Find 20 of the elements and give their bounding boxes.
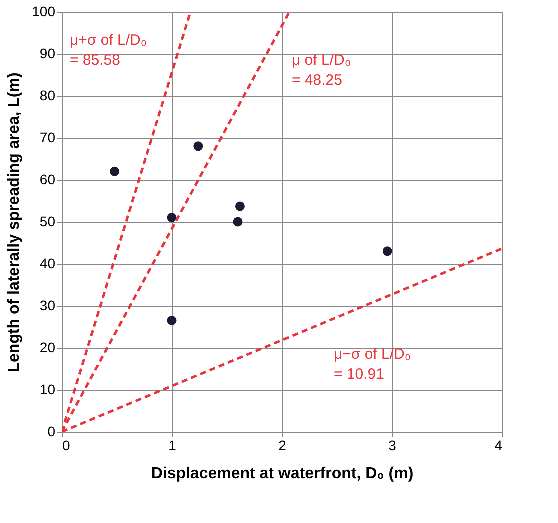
y-tick-label: 60 [40, 172, 56, 188]
y-axis-title: Length of laterally spreading area, L(m) [6, 72, 24, 372]
y-tick-label: 10 [40, 382, 56, 398]
x-tick-label: 4 [494, 438, 503, 454]
x-axis-title: Displacement at waterfront, D₀ (m) [151, 466, 414, 482]
x-tick-label: 3 [388, 438, 397, 454]
y-tick-label: 90 [40, 46, 56, 62]
annotation: μ+σ of L/D₀ = 85.58 [70, 32, 148, 69]
annotation: μ of L/D₀ = 48.25 [292, 52, 352, 89]
y-tick-label: 20 [40, 340, 56, 356]
x-tick-label: 2 [278, 438, 287, 454]
y-tick-label: 70 [40, 130, 56, 146]
y-tick-label: 40 [40, 256, 56, 272]
y-tick-label: 80 [40, 88, 56, 104]
x-tick-label: 0 [62, 438, 70, 454]
y-tick-label: 100 [32, 4, 56, 20]
y-tick-label: 50 [40, 214, 56, 230]
x-tick-label: 1 [168, 438, 177, 454]
y-tick-label: 0 [48, 424, 56, 440]
y-tick-label: 30 [40, 298, 56, 314]
